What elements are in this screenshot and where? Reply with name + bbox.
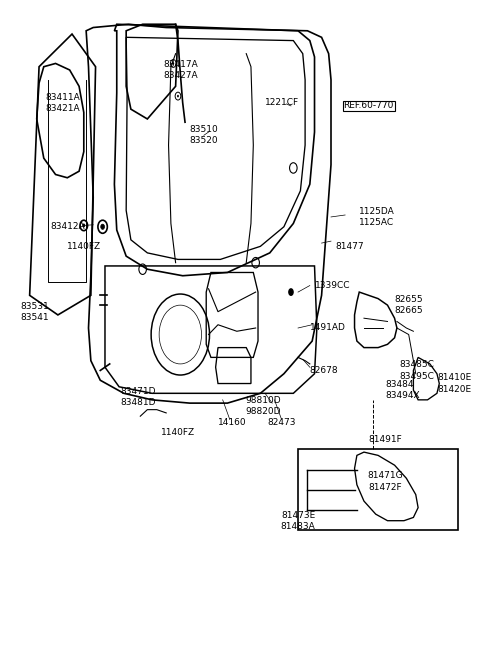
Text: 81410E
81420E: 81410E 81420E <box>437 373 471 394</box>
Text: 1491AD: 1491AD <box>310 323 346 333</box>
Text: 81473E
81483A: 81473E 81483A <box>281 510 315 531</box>
Text: 83471D
83481D: 83471D 83481D <box>120 386 156 407</box>
Text: 82473: 82473 <box>267 419 296 427</box>
Text: 1221CF: 1221CF <box>264 98 299 107</box>
Text: 1140FZ: 1140FZ <box>67 242 101 251</box>
Text: 14160: 14160 <box>218 419 246 427</box>
Text: 81477: 81477 <box>336 242 364 251</box>
Text: 81491F: 81491F <box>369 434 402 443</box>
Text: 1125DA
1125AC: 1125DA 1125AC <box>359 207 395 227</box>
Circle shape <box>288 288 294 296</box>
Text: 82655
82665: 82655 82665 <box>395 295 423 315</box>
Circle shape <box>177 95 179 97</box>
Text: 98810D
98820D: 98810D 98820D <box>245 396 280 417</box>
Circle shape <box>172 62 174 65</box>
Text: REF.60-770: REF.60-770 <box>344 102 394 110</box>
Circle shape <box>83 224 85 228</box>
Text: 83411A
83421A: 83411A 83421A <box>45 92 80 113</box>
Text: 83531
83541: 83531 83541 <box>20 302 49 321</box>
Text: 83417A
83427A: 83417A 83427A <box>163 60 198 80</box>
Text: 82678: 82678 <box>310 366 338 375</box>
Text: 1140FZ: 1140FZ <box>161 428 195 437</box>
Text: 1339CC: 1339CC <box>314 281 350 290</box>
Text: 83484
83494X: 83484 83494X <box>385 380 420 400</box>
Text: 83412A: 83412A <box>50 222 84 232</box>
Text: 83485C
83495C: 83485C 83495C <box>399 360 434 380</box>
Circle shape <box>101 224 105 230</box>
Text: 81471G
81472F: 81471G 81472F <box>367 472 403 491</box>
Text: 83510
83520: 83510 83520 <box>190 125 218 146</box>
